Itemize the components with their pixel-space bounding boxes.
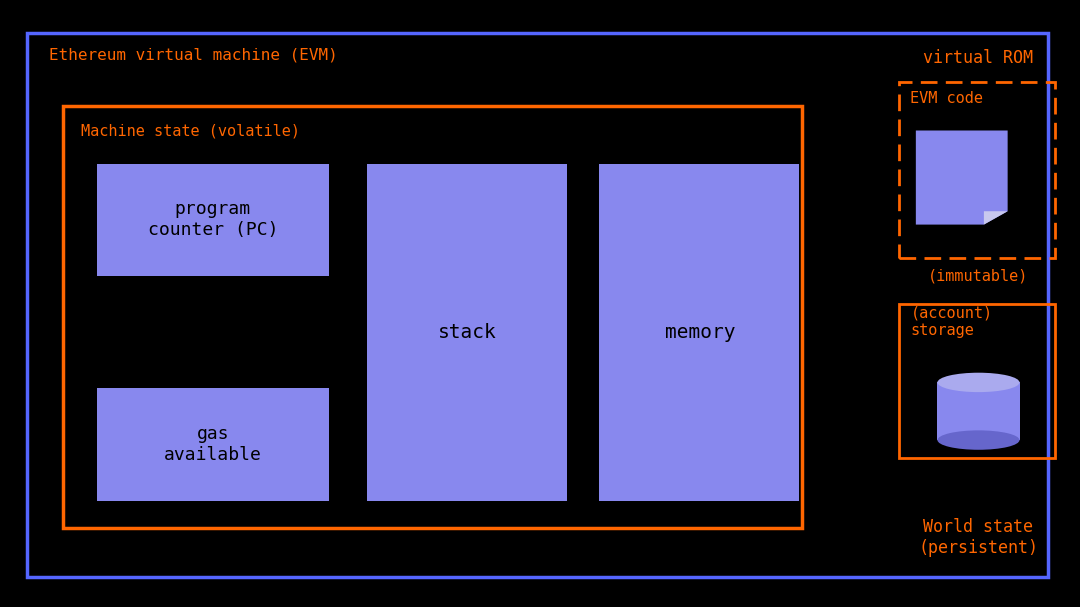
Text: gas
available: gas available — [164, 425, 261, 464]
Bar — [27, 33, 1048, 577]
Polygon shape — [916, 131, 1008, 225]
Text: program
counter (PC): program counter (PC) — [148, 200, 278, 239]
Text: memory: memory — [664, 323, 735, 342]
Text: EVM code: EVM code — [910, 91, 984, 106]
Text: (immutable): (immutable) — [929, 269, 1028, 283]
Bar — [899, 304, 1055, 458]
Ellipse shape — [937, 373, 1020, 392]
Ellipse shape — [937, 430, 1020, 450]
Bar — [97, 164, 329, 276]
Bar — [599, 164, 799, 501]
Bar — [937, 382, 1020, 440]
Bar — [899, 82, 1055, 258]
Text: Ethereum virtual machine (EVM): Ethereum virtual machine (EVM) — [49, 47, 337, 62]
Text: World state
(persistent): World state (persistent) — [918, 518, 1039, 557]
Text: (account)
storage: (account) storage — [910, 305, 993, 338]
Polygon shape — [984, 211, 1008, 225]
Text: Machine state (volatile): Machine state (volatile) — [81, 123, 300, 138]
Bar — [367, 164, 567, 501]
Bar — [63, 106, 802, 528]
Text: virtual ROM: virtual ROM — [923, 49, 1034, 67]
Bar — [97, 388, 329, 501]
Text: stack: stack — [438, 323, 497, 342]
